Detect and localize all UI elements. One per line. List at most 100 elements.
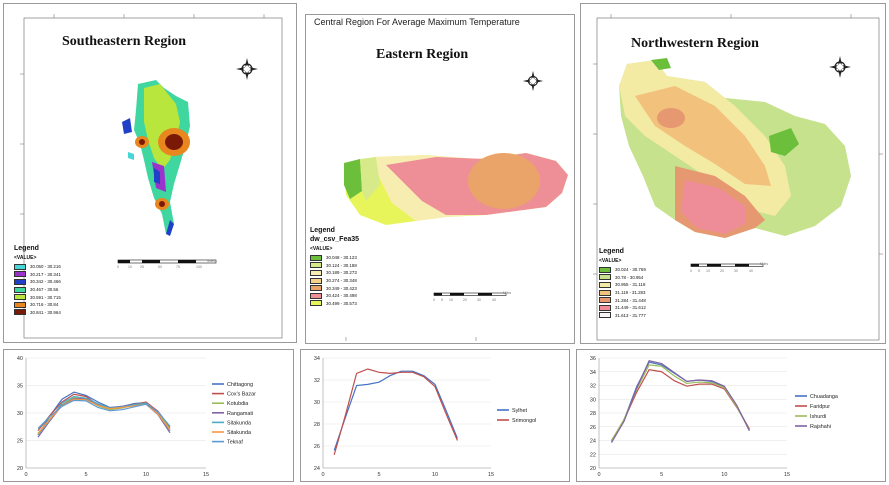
scale-bar [690, 263, 764, 267]
legend-label: Sitakunda [227, 420, 251, 426]
legend-row: 30.048 - 30.123 [310, 254, 359, 262]
legend-label: 31.119 - 31.283 [615, 290, 646, 296]
legend-label: 30.424 - 30.498 [326, 293, 357, 299]
legend-row: 30.274 - 30.348 [310, 277, 359, 285]
legend-row: 30.467 - 30.56 [14, 286, 61, 294]
y-tick-label: 32 [314, 378, 320, 384]
legend-swatch [310, 285, 322, 292]
legend-header: <VALUE> [14, 255, 37, 261]
legend-row: 30.024 - 30.769 [599, 266, 646, 274]
legend-subtitle: dw_csv_Fea35 [310, 236, 360, 243]
map-panel-southeastern: Southeastern Region 0 10 25 50 75 100 Mi… [3, 3, 297, 343]
legend-label: Ishurdi [810, 414, 826, 420]
legend-label: 31.613 - 31.777 [615, 312, 646, 318]
map-title: Northwestern Region [631, 36, 759, 51]
scale-tick-5: 40 [492, 298, 496, 302]
legend-row: 30.342 - 30.466 [14, 278, 61, 286]
legend-label: 30.124 - 30.188 [326, 262, 357, 268]
series-line-1 [333, 368, 458, 455]
legend-swatch [599, 304, 611, 311]
legend-swatch [14, 263, 26, 270]
legend-label: 31.449 - 31.612 [615, 305, 646, 311]
scale-tick-3: 20 [720, 269, 724, 273]
legend-title: Legend [14, 245, 39, 252]
scale-tick-4: 30 [477, 298, 481, 302]
y-tick-label: 24 [314, 466, 320, 472]
line-chart-eastern: 24 26 28 30 32 34 0 5 10 15 Sylhet Srimongol [314, 356, 536, 478]
legend-row: 30.499 - 30.573 [310, 300, 359, 308]
legend-swatch [599, 281, 611, 288]
series-line-1 [611, 369, 750, 441]
legend-header: <VALUE> [310, 246, 333, 252]
legend-swatch [599, 312, 611, 319]
series-line-2 [37, 396, 171, 434]
legend-swatch [14, 278, 26, 285]
map-legend: Legend <VALUE> 30.024 - 30.769 30.78 - 3… [599, 248, 646, 319]
legend-label: 31.284 - 31.448 [615, 297, 646, 303]
legend-swatch [310, 254, 322, 261]
legend-row: 30.955 - 31.118 [599, 281, 646, 289]
legend-row: 30.841 - 30.964 [14, 309, 61, 317]
x-tick-label: 15 [784, 472, 790, 478]
scale-tick-2: 10 [706, 269, 710, 273]
legend-swatch [310, 292, 322, 299]
legend-swatch [599, 297, 611, 304]
line-chart-northwestern: 20 22 24 26 28 30 32 34 36 0 5 10 15 Chuadanga Faridpu… [590, 356, 838, 478]
legend-label: Chittagong [227, 382, 253, 388]
legend-label: Sylhet [512, 408, 527, 414]
line-chart-panel-2: 24 26 28 30 32 34 0 5 10 15 Sylhet Srimongol [300, 349, 570, 482]
y-tick-label: 30 [590, 397, 596, 403]
y-tick-label: 26 [590, 425, 596, 431]
legend-row: 30.050 - 30.216 [14, 263, 61, 271]
scale-bar [117, 259, 217, 264]
y-tick-label: 24 [590, 439, 596, 445]
legend-row: 31.449 - 31.612 [599, 304, 646, 312]
legend-label: Srimongol [512, 418, 536, 424]
series-line-1 [37, 393, 171, 431]
legend-label: Chuadanga [810, 394, 838, 400]
series-line-6 [37, 399, 171, 429]
series-line-3 [611, 360, 750, 443]
legend-label: 30.189 - 30.273 [326, 270, 357, 276]
legend-title: Legend [310, 227, 335, 234]
scale-tick-1: 10 [128, 265, 132, 269]
legend-label: Sitakunda [227, 430, 251, 436]
x-tick-label: 10 [721, 472, 727, 478]
scale-tick-1: 5 [441, 298, 443, 302]
series-line-0 [333, 370, 458, 451]
scale-label: Miles [503, 291, 512, 295]
scale-tick-3: 20 [463, 298, 467, 302]
y-tick-label: 20 [17, 466, 23, 472]
legend-label: Cox's Bazar [227, 392, 256, 398]
legend-row: 30.217 - 30.341 [14, 271, 61, 279]
scale-tick-3: 50 [158, 265, 162, 269]
x-tick-label: 5 [377, 472, 380, 478]
legend-row: 30.124 - 30.188 [310, 262, 359, 270]
north-arrow-icon [522, 70, 544, 92]
legend-label: Teknaf [227, 440, 243, 446]
y-tick-label: 30 [314, 400, 320, 406]
y-tick-label: 20 [590, 466, 596, 472]
scale-tick-4: 30 [734, 269, 738, 273]
series-line-4 [37, 395, 171, 436]
legend-label: 30.78 - 30.954 [615, 274, 644, 280]
y-tick-label: 22 [590, 452, 596, 458]
x-tick-label: 15 [203, 472, 209, 478]
scale-tick-5: 40 [749, 269, 753, 273]
legend-row: 30.716 - 30.84 [14, 301, 61, 309]
legend-label: 30.048 - 30.123 [326, 255, 357, 261]
legend-label: 30.841 - 30.964 [30, 309, 61, 315]
supertitle: Central Region For Average Maximum Tempe… [314, 17, 520, 27]
legend-label: 30.591 - 30.715 [30, 294, 61, 300]
map-legend: Legend dw_csv_Fea35 <VALUE> 30.048 - 30.… [310, 227, 359, 307]
legend-label: 30.716 - 30.84 [30, 302, 59, 308]
legend-row: 30.349 - 30.423 [310, 284, 359, 292]
legend-row: 30.78 - 30.954 [599, 274, 646, 282]
legend-swatch [14, 286, 26, 293]
y-tick-label: 36 [590, 356, 596, 362]
legend-label: 30.955 - 31.118 [615, 282, 646, 288]
legend-swatch [599, 266, 611, 273]
line-chart-panel-1: 20 25 30 35 40 0 5 10 15 Chittagong Cox's Bazar Kot… [3, 349, 294, 482]
legend-label: Faridpur [810, 404, 830, 410]
legend-label: 30.342 - 30.466 [30, 279, 61, 285]
